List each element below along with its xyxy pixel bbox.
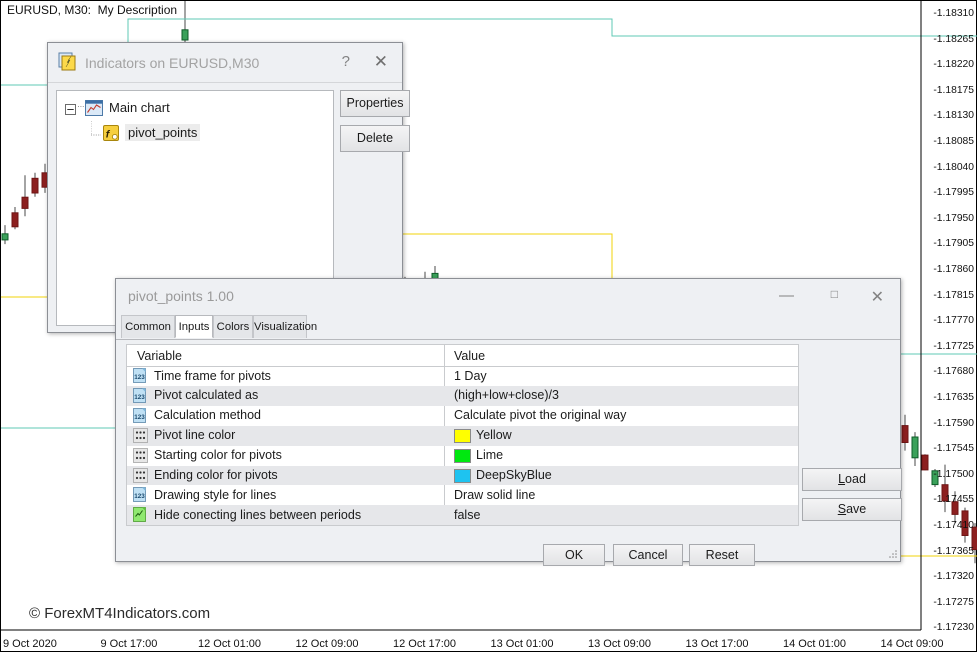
svg-text:123: 123 [134,394,145,401]
svg-text:123: 123 [134,374,145,381]
svg-text:123: 123 [134,493,145,500]
svg-text:123: 123 [134,414,145,421]
